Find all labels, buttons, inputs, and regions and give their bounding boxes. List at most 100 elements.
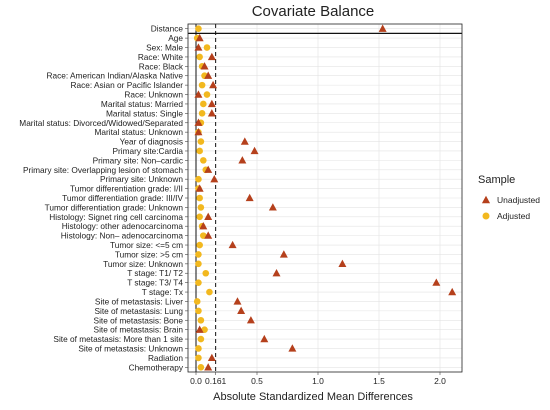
unadjusted-point <box>288 344 297 352</box>
unadjusted-point <box>204 212 213 220</box>
y-tick-label: Marital status: Divorced/Widowed/Separat… <box>19 118 183 128</box>
y-tick-label: Distance <box>151 24 184 34</box>
unadjusted-point <box>204 231 213 239</box>
unadjusted-point <box>233 297 242 305</box>
y-tick-label: T stage: T3/ T4 <box>127 278 183 288</box>
adjusted-point <box>200 157 207 164</box>
unadjusted-point <box>228 240 237 249</box>
x-tick-label: 2.0 <box>434 376 446 386</box>
legend-title: Sample <box>478 174 515 186</box>
unadjusted-point <box>279 250 288 258</box>
unadjusted-point <box>240 137 249 145</box>
y-tick-label: Tumor differentiation grade: I/II <box>70 184 183 194</box>
unadjusted-point <box>194 90 203 98</box>
y-tick-label: Marital status: Married <box>101 99 183 109</box>
unadjusted-point <box>250 146 259 155</box>
adjusted-point <box>195 175 202 183</box>
adjusted-point <box>195 354 202 362</box>
unadjusted-point <box>200 62 209 70</box>
unadjusted-point <box>207 99 216 108</box>
adjusted-point <box>195 251 202 258</box>
adjusted-point <box>196 147 203 155</box>
x-axis-label: Absolute Standardized Mean Differences <box>213 391 413 403</box>
unadjusted-point <box>268 203 277 211</box>
adjusted-point <box>196 241 203 249</box>
y-tick-label: Race: Asian or Pacific Islander <box>70 80 183 90</box>
y-tick-label: Site of metastasis: Brain <box>94 325 184 335</box>
adjusted-point <box>201 326 208 333</box>
y-tick-label: Race: White <box>138 52 184 62</box>
adjusted-point <box>197 363 205 371</box>
grid <box>188 24 462 372</box>
legend-circle-icon <box>482 212 490 220</box>
unadjusted-point <box>246 316 255 324</box>
y-tick-label: Histology: Non– adenocarcinoma <box>61 231 184 241</box>
x-tick-label: 1.0 <box>312 376 324 386</box>
adjusted-point <box>197 316 205 324</box>
unadjusted-point <box>199 222 208 230</box>
unadjusted-point <box>210 174 219 183</box>
adjusted-point <box>196 213 203 221</box>
y-tick-label: Chemotherapy <box>129 362 184 372</box>
y-tick-label: Tumor differentiation grade: Unknown <box>45 202 184 212</box>
unadjusted-point <box>378 24 387 32</box>
y-tick-label: Site of metastasis: Bone <box>94 315 184 325</box>
adjusted-point <box>195 260 202 268</box>
y-tick-label: Tumor differentiation grade: III/IV <box>62 193 183 203</box>
adjusted-point <box>196 53 203 61</box>
adjusted-point <box>198 110 206 117</box>
unadjusted-point <box>204 71 213 79</box>
y-tick-label: Site of metastasis: More than 1 site <box>53 334 183 344</box>
adjusted-point <box>200 100 207 108</box>
x-tick-label: 0.161 <box>205 376 227 386</box>
y-tick-label: Year of diagnosis <box>120 137 183 147</box>
y-tick-label: Histology: other adenocarcinoma <box>62 221 184 231</box>
x-tick-label: 0.0 <box>190 376 202 386</box>
y-tick-label: Race: American Indian/Alaska Native <box>46 71 183 81</box>
unadjusted-point <box>207 52 216 61</box>
unadjusted-point <box>272 269 281 277</box>
x-axis: 0.0 0.161 0.5 1.0 1.5 2.0 <box>190 372 446 386</box>
unadjusted-point <box>207 109 216 117</box>
unadjusted-point <box>245 193 254 202</box>
unadjusted-point <box>209 80 218 89</box>
unadjusted-point <box>194 43 203 51</box>
adjusted-point <box>198 81 206 89</box>
y-tick-label: Site of metastasis: Lung <box>94 306 183 316</box>
unadjusted-point <box>194 127 203 136</box>
unadjusted-point <box>195 184 204 192</box>
adjusted-point <box>203 91 211 98</box>
unadjusted-point <box>338 259 347 267</box>
adjusted-point <box>196 194 203 202</box>
adjusted-point <box>195 25 202 33</box>
legend-triangle-icon <box>481 195 491 204</box>
x-tick-label: 0.5 <box>251 376 263 386</box>
adjusted-point <box>195 279 202 286</box>
y-tick-label: Sex: Male <box>146 43 183 53</box>
y-tick-label: Primary site: Non–cardic <box>93 155 183 165</box>
y-tick-label: Histology: Signet ring cell carcinoma <box>49 212 183 222</box>
adjusted-point <box>197 204 205 211</box>
adjusted-point <box>193 298 201 305</box>
adjusted-point <box>202 269 210 277</box>
unadjusted-point <box>448 287 457 296</box>
y-tick-label: Site of metastasis: Unknown <box>78 343 183 353</box>
unadjusted-point <box>204 165 213 173</box>
unadjusted-point <box>238 156 247 164</box>
y-tick-label: Age <box>168 33 183 43</box>
y-tick-label: Primary site:Cardia <box>112 146 183 156</box>
unadjusted-point <box>204 363 213 371</box>
y-tick-label: Marital status: Single <box>106 108 183 118</box>
y-tick-label: Tumor size: <=5 cm <box>110 240 183 250</box>
y-tick-label: Radiation <box>148 353 183 363</box>
legend: Sample Unadjusted Adjusted <box>478 174 540 221</box>
unadjusted-point <box>195 325 204 333</box>
unadjusted-point <box>195 33 204 42</box>
y-tick-label: Primary site: Overlapping lesion of stom… <box>23 165 183 175</box>
y-tick-label: Race: Black <box>139 61 184 71</box>
adjusted-point <box>197 138 205 145</box>
adjusted-point <box>195 345 202 352</box>
y-tick-label: Tumor size: >5 cm <box>115 249 183 259</box>
